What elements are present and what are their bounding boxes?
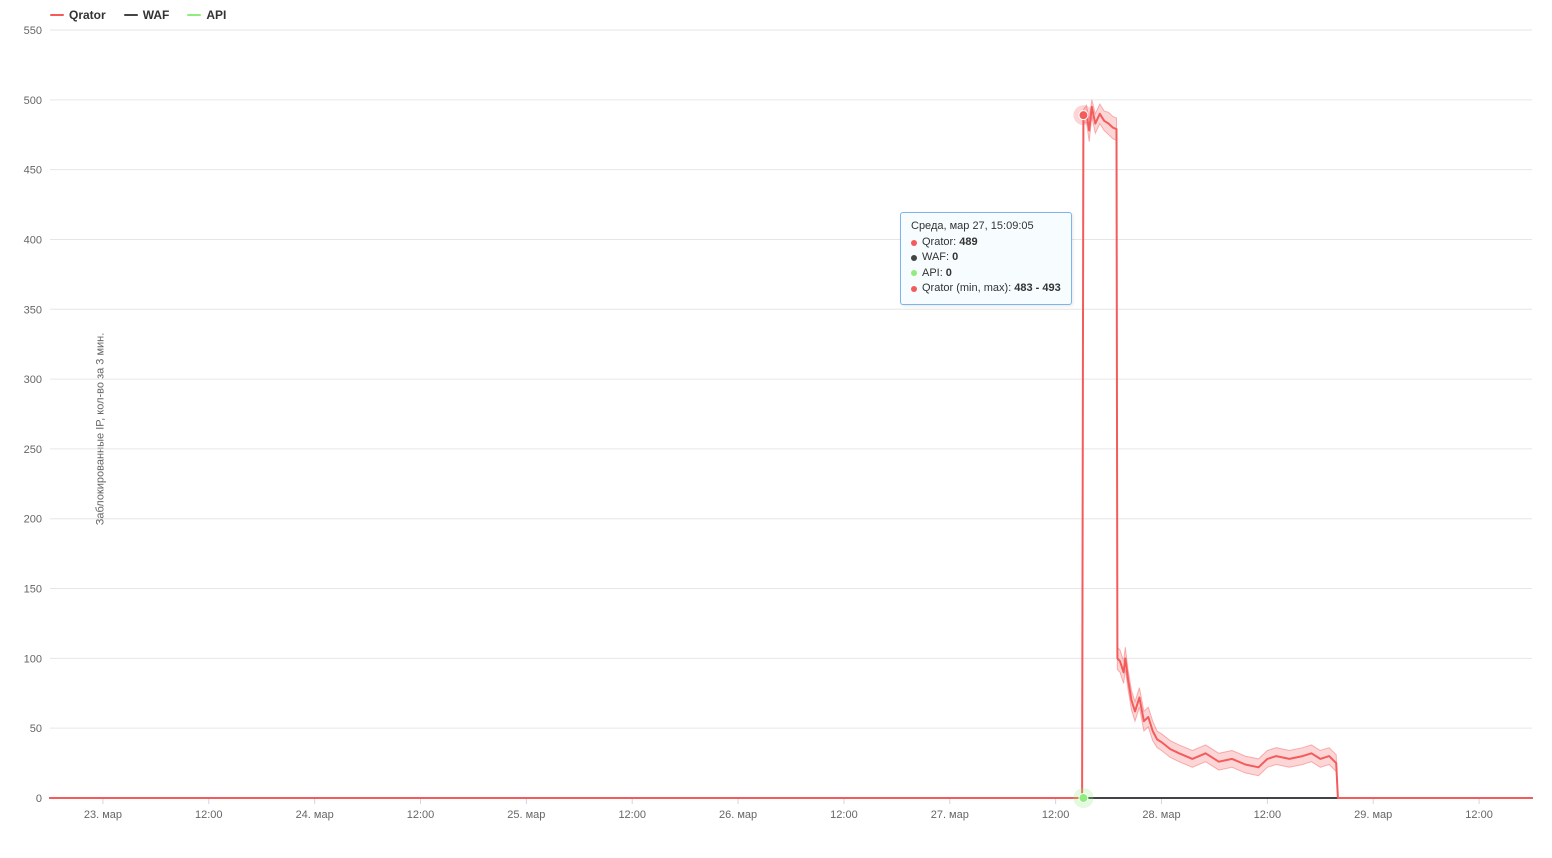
svg-text:29. мар: 29. мар (1354, 809, 1392, 821)
svg-text:12:00: 12:00 (1465, 809, 1493, 821)
tooltip-value: 483 - 493 (1014, 281, 1060, 296)
tooltip-label: WAF: (922, 250, 949, 265)
tooltip-value: 489 (959, 235, 977, 250)
svg-text:12:00: 12:00 (1254, 809, 1282, 821)
tooltip-dot-icon (911, 270, 917, 276)
legend-item-qrator[interactable]: Qrator (50, 8, 106, 22)
plot-area[interactable]: 05010015020025030035040045050055023. мар… (50, 30, 1532, 798)
tooltip-header: Среда, мар 27, 15:09:05 (911, 220, 1061, 232)
legend: Qrator WAF API (50, 8, 226, 22)
legend-label: Qrator (69, 8, 106, 22)
svg-text:12:00: 12:00 (830, 809, 858, 821)
svg-text:300: 300 (24, 374, 42, 386)
svg-text:0: 0 (36, 793, 42, 805)
legend-item-api[interactable]: API (187, 8, 226, 22)
svg-text:100: 100 (24, 653, 42, 665)
svg-text:24. мар: 24. мар (296, 809, 334, 821)
tooltip-row: Qrator (min, max): 483 - 493 (911, 281, 1061, 296)
tooltip-dot-icon (911, 286, 917, 292)
legend-label: WAF (143, 8, 170, 22)
tooltip-label: Qrator (min, max): (922, 281, 1011, 296)
svg-text:500: 500 (24, 95, 42, 107)
svg-text:27. мар: 27. мар (931, 809, 969, 821)
svg-text:400: 400 (24, 234, 42, 246)
legend-swatch-waf (124, 14, 138, 17)
svg-text:450: 450 (24, 165, 42, 177)
chart-container: Qrator WAF API Заблокированные IP, кол-в… (0, 0, 1552, 858)
legend-item-waf[interactable]: WAF (124, 8, 170, 22)
svg-text:550: 550 (24, 25, 42, 37)
svg-text:50: 50 (30, 723, 42, 735)
tooltip-label: API: (922, 266, 943, 281)
tooltip-row: API: 0 (911, 266, 1061, 281)
legend-swatch-qrator (50, 14, 64, 17)
svg-text:12:00: 12:00 (195, 809, 223, 821)
svg-text:150: 150 (24, 584, 42, 596)
tooltip-dot-icon (911, 255, 917, 261)
svg-text:26. мар: 26. мар (719, 809, 757, 821)
svg-text:12:00: 12:00 (618, 809, 646, 821)
svg-text:23. мар: 23. мар (84, 809, 122, 821)
tooltip-row: Qrator: 489 (911, 235, 1061, 250)
svg-text:25. мар: 25. мар (507, 809, 545, 821)
svg-text:350: 350 (24, 304, 42, 316)
tooltip-value: 0 (946, 266, 952, 281)
tooltip: Среда, мар 27, 15:09:05 Qrator: 489 WAF:… (900, 212, 1072, 305)
tooltip-row: WAF: 0 (911, 250, 1061, 265)
tooltip-value: 0 (952, 250, 958, 265)
legend-swatch-api (187, 14, 201, 17)
svg-text:200: 200 (24, 514, 42, 526)
tooltip-label: Qrator: (922, 235, 956, 250)
chart-svg: 05010015020025030035040045050055023. мар… (50, 30, 1532, 828)
svg-text:28. мар: 28. мар (1142, 809, 1180, 821)
tooltip-dot-icon (911, 240, 917, 246)
legend-label: API (206, 8, 226, 22)
svg-text:250: 250 (24, 444, 42, 456)
svg-text:12:00: 12:00 (1042, 809, 1070, 821)
svg-text:12:00: 12:00 (407, 809, 435, 821)
